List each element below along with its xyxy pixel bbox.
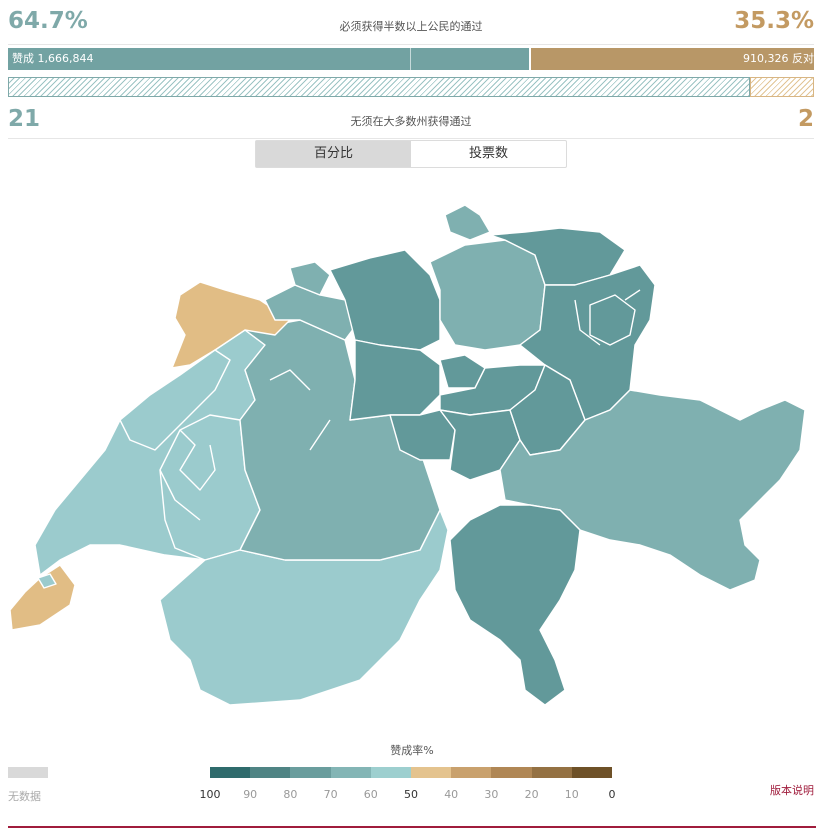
yes-votes-bar: 赞成 1,666,844 <box>8 48 529 70</box>
popular-vote-row: 64.7% 必须获得半数以上公民的通过 35.3% <box>8 6 814 45</box>
color-scale-ticks: 100 90 80 70 60 50 40 30 20 10 0 <box>195 788 627 802</box>
toggle-percent-button[interactable]: 百分比 <box>256 141 411 167</box>
canton-schaffhausen[interactable] <box>444 204 491 241</box>
popular-majority-note: 必须获得半数以上公民的通过 <box>339 20 483 33</box>
yes-cantons-bar <box>8 77 750 97</box>
legend-swatch <box>411 767 452 778</box>
legend-tick: 50 <box>404 788 418 801</box>
legend-swatch <box>210 767 251 778</box>
canton-appenzell[interactable] <box>589 294 636 346</box>
legend-tick: 70 <box>323 788 338 801</box>
view-toggle: 百分比 投票数 <box>255 140 567 168</box>
canton-basel[interactable] <box>289 261 331 296</box>
canton-geneva[interactable] <box>9 564 76 631</box>
footer-divider <box>8 826 816 828</box>
no-data-label: 无数据 <box>8 790 41 803</box>
canton-jura[interactable] <box>171 281 291 369</box>
legend-tick: 100 <box>199 788 221 801</box>
legend-tick: 40 <box>444 788 459 801</box>
canton-graubunden[interactable] <box>499 389 806 591</box>
switzerland-canton-map <box>0 190 824 720</box>
no-votes-bar: 910,326 反对 <box>531 48 814 70</box>
legend-tick: 0 <box>608 788 616 801</box>
legend-swatch <box>491 767 532 778</box>
canton-zurich[interactable] <box>429 239 546 351</box>
legend-tick: 60 <box>363 788 378 801</box>
legend-swatch <box>370 767 412 778</box>
version-notes-link[interactable]: 版本说明 <box>770 784 814 797</box>
legend-tick: 20 <box>524 788 539 801</box>
legend-tick: 10 <box>564 788 579 801</box>
legend-swatch <box>571 767 613 778</box>
legend-swatch <box>531 767 572 778</box>
canton-lucerne[interactable] <box>349 339 441 421</box>
vote-share-bar: 赞成 1,666,844 910,326 反对 <box>8 48 814 70</box>
canton-ticino[interactable] <box>449 504 581 706</box>
legend-title: 赞成率% <box>390 744 434 757</box>
yes-cantons-count: 21 <box>8 106 41 132</box>
no-cantons-bar <box>750 77 814 97</box>
canton-vote-row: 21 无须在大多数州获得通过 2 <box>8 100 814 139</box>
canton-majority-note: 无须在大多数州获得通过 <box>350 115 472 128</box>
no-data-swatch <box>8 767 48 778</box>
legend-swatch <box>330 767 371 778</box>
legend-swatch <box>451 767 492 778</box>
yes-percentage: 64.7% <box>8 8 88 34</box>
legend-swatch <box>290 767 331 778</box>
canton-geneva-enclave[interactable] <box>37 573 57 589</box>
st-gallen-inner-borders <box>574 289 641 346</box>
color-scale <box>210 767 613 778</box>
canton-share-bar <box>8 77 814 97</box>
canton-neuchatel[interactable] <box>119 349 231 451</box>
legend-swatch <box>250 767 291 778</box>
legend-tick: 80 <box>283 788 298 801</box>
bern-inner-borders <box>159 369 331 521</box>
canton-aargau[interactable] <box>329 249 441 351</box>
legend-tick: 30 <box>484 788 499 801</box>
toggle-votes-button[interactable]: 投票数 <box>468 146 508 161</box>
no-percentage: 35.3% <box>734 8 814 34</box>
majority-marker <box>410 48 411 70</box>
legend-tick: 90 <box>243 788 258 801</box>
no-cantons-count: 2 <box>797 106 814 132</box>
